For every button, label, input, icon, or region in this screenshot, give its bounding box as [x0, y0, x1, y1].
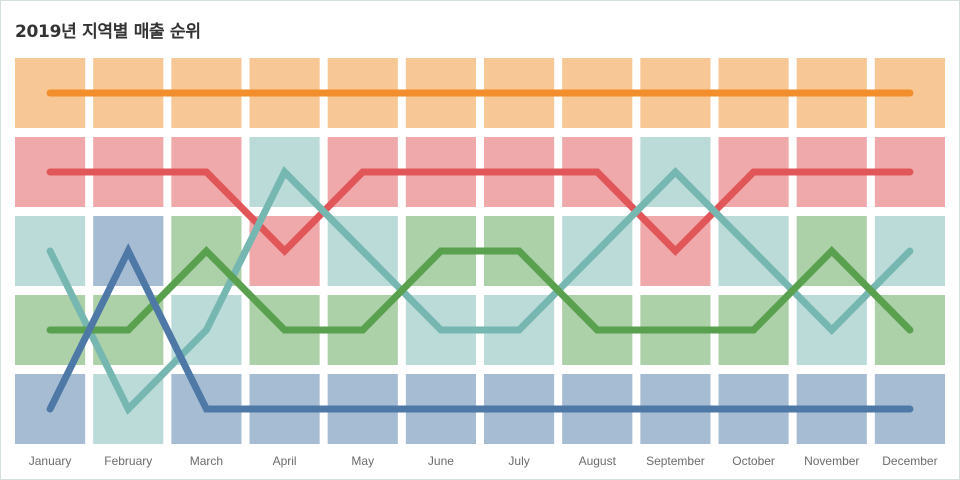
x-tick-label-november: November	[804, 454, 859, 468]
x-tick-label-may: May	[351, 454, 374, 468]
x-tick-label-march: March	[190, 454, 223, 468]
x-tick-label-january: January	[29, 454, 72, 468]
x-tick-label-june: June	[428, 454, 454, 468]
x-tick-label-july: July	[508, 454, 529, 468]
x-tick-label-april: April	[273, 454, 297, 468]
series-line-3[interactable]	[46, 166, 914, 415]
x-tick-label-august: August	[579, 454, 617, 468]
x-tick-label-october: October	[732, 454, 775, 468]
x-tick-label-december: December	[882, 454, 937, 468]
series-line-5[interactable]	[46, 243, 914, 413]
chart-title: 2019년 지역별 매출 순위	[15, 22, 201, 42]
series-line-2[interactable]	[46, 168, 914, 256]
series-line-4[interactable]	[46, 246, 914, 334]
x-tick-label-february: February	[104, 454, 152, 468]
x-tick-label-september: September	[646, 454, 705, 468]
